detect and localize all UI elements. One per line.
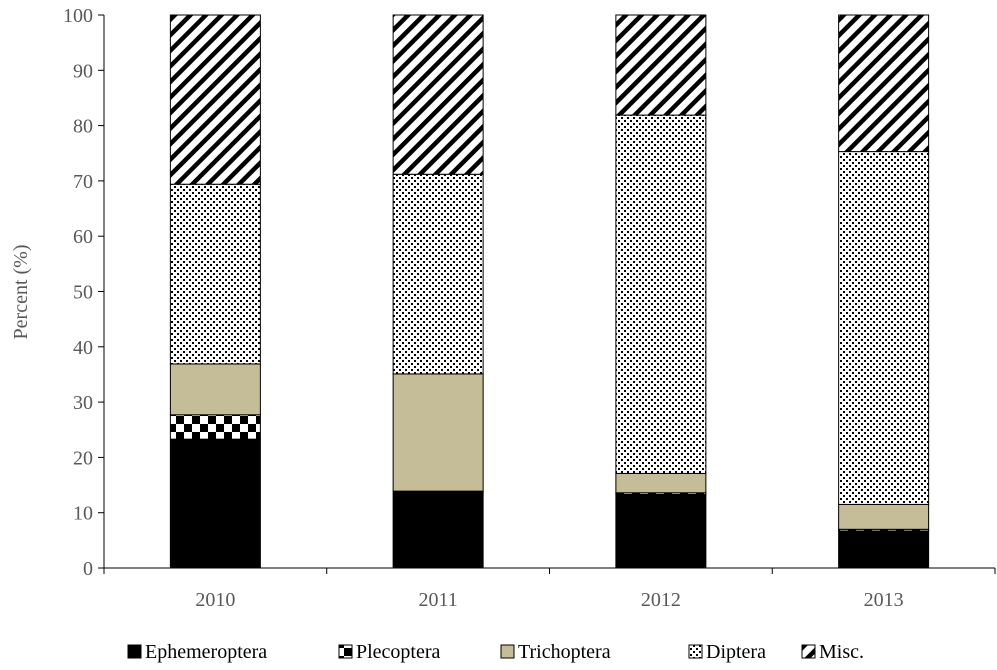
y-tick-label: 50 <box>73 282 93 304</box>
y-axis-title: Percent (%) <box>10 245 32 340</box>
bar-ephemeroptera-2010 <box>169 438 261 569</box>
bar-misc-2012 <box>615 14 707 116</box>
x-tick-label: 2010 <box>195 589 235 611</box>
bar-misc-2013 <box>838 14 930 153</box>
legend-label-plecoptera: Plecoptera <box>356 641 441 663</box>
bar-ephemeroptera-2013 <box>838 530 930 569</box>
bar-diptera-2013 <box>838 151 930 505</box>
bar-diptera-2011 <box>392 173 484 375</box>
legend-label-ephemeroptera: Ephemeroptera <box>145 641 267 663</box>
x-tick-label: 2012 <box>641 589 681 611</box>
axes: 0 10 20 30 40 50 60 70 80 90 100 2010 2011 2012 2013 <box>63 5 996 611</box>
bar-misc-2011 <box>392 14 484 175</box>
bar-misc-2010 <box>169 14 261 185</box>
bar-plecoptera-2010 <box>169 414 261 440</box>
y-tick-label: 0 <box>83 558 93 580</box>
legend-swatch-misc <box>801 644 816 659</box>
y-tick-label: 100 <box>63 5 93 27</box>
y-tick-label: 10 <box>73 503 93 525</box>
legend-swatch-diptera <box>688 644 703 659</box>
y-tick-label: 60 <box>73 226 93 248</box>
y-tick-label: 80 <box>73 116 93 138</box>
bar-diptera-2010 <box>169 183 261 365</box>
bar-trichoptera-2013 <box>838 503 930 530</box>
y-tick-label: 70 <box>73 171 93 193</box>
bar-ephemeroptera-2011 <box>392 490 484 569</box>
legend: Ephemeroptera Plecoptera Trichoptera Dipter… <box>127 641 864 663</box>
legend-label-diptera: Diptera <box>706 641 766 663</box>
x-tick-label: 2011 <box>418 589 457 611</box>
bar-stack-group <box>169 14 930 569</box>
x-tick-label: 2013 <box>864 589 904 611</box>
legend-swatch-ephemeroptera <box>127 644 142 659</box>
y-tick-label: 30 <box>73 392 93 414</box>
y-tick-label: 90 <box>73 60 93 82</box>
y-tick-label: 20 <box>73 447 93 469</box>
legend-swatch-plecoptera <box>338 644 353 659</box>
y-tick-label: 40 <box>73 337 93 359</box>
bar-diptera-2012 <box>615 114 707 474</box>
bar-trichoptera-2012 <box>615 472 707 494</box>
bar-ephemeroptera-2012 <box>615 493 707 569</box>
legend-label-misc: Misc. <box>819 641 864 663</box>
legend-swatch-trichoptera <box>500 644 515 659</box>
bar-trichoptera-2011 <box>392 373 484 492</box>
legend-label-trichoptera: Trichoptera <box>518 641 611 663</box>
bar-trichoptera-2010 <box>169 363 261 416</box>
